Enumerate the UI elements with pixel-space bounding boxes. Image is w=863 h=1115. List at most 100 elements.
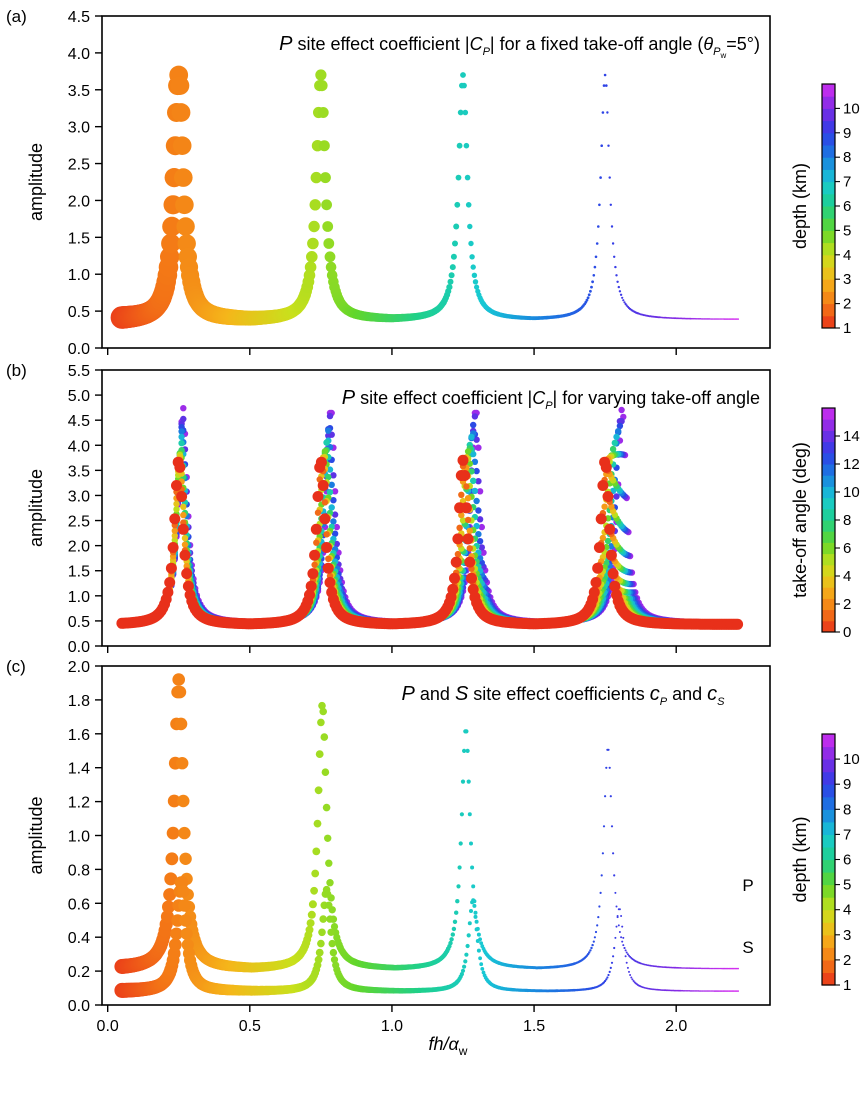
- data-point: [308, 220, 320, 233]
- data-point: [333, 523, 340, 531]
- data-point: [586, 296, 590, 300]
- data-point: [732, 318, 735, 320]
- data-point: [456, 142, 463, 149]
- colorbar-tick-label: 4: [843, 247, 851, 264]
- data-point: [323, 531, 330, 538]
- data-point: [616, 280, 619, 283]
- y-tick-label: 5.5: [68, 363, 90, 380]
- data-point: [306, 250, 318, 263]
- data-point: [331, 530, 339, 537]
- data-point: [313, 539, 320, 546]
- colorbar-tick-label: 2: [843, 296, 851, 313]
- data-point: [695, 318, 697, 320]
- data-point: [178, 428, 185, 435]
- data-point: [449, 264, 456, 271]
- data-point: [457, 109, 464, 116]
- data-point: [589, 289, 592, 293]
- data-point: [729, 318, 731, 320]
- data-point: [699, 318, 702, 320]
- data-point: [464, 448, 472, 455]
- data-point: [618, 418, 625, 425]
- data-point: [326, 412, 334, 420]
- data-point: [473, 436, 480, 443]
- data-point: [331, 511, 339, 518]
- data-point: [475, 478, 482, 485]
- y-tick-label: 1.0: [68, 589, 90, 606]
- colorbar-segment: [822, 157, 835, 170]
- data-point: [718, 318, 720, 320]
- colorbar-segment: [822, 279, 835, 292]
- data-point: [310, 171, 322, 184]
- data-point: [736, 318, 738, 320]
- data-point: [478, 523, 485, 531]
- chart-title: P site effect coefficient |CP| for a fix…: [279, 33, 760, 60]
- data-point: [470, 264, 476, 270]
- title-part: C: [470, 34, 484, 54]
- colorbar-segment: [822, 108, 835, 122]
- data-point: [309, 199, 321, 211]
- data-point: [617, 285, 620, 289]
- colorbar-segment: [822, 291, 835, 305]
- data-point: [716, 318, 719, 320]
- y-tick-label: 4.5: [68, 9, 90, 26]
- y-tick-label: 1.0: [68, 267, 90, 284]
- data-point: [698, 318, 701, 320]
- data-point: [476, 516, 484, 523]
- data-point: [605, 84, 608, 87]
- data-point: [461, 82, 467, 89]
- data-point: [611, 242, 615, 245]
- data-point: [706, 318, 709, 320]
- data-point: [466, 527, 473, 534]
- data-point: [452, 240, 458, 247]
- data-point: [595, 242, 599, 245]
- data-point: [456, 524, 463, 531]
- data-point: [701, 318, 703, 320]
- data-point: [731, 318, 734, 320]
- colorbar-segment: [822, 193, 835, 207]
- data-point: [453, 223, 460, 230]
- data-point: [450, 253, 457, 260]
- data-point: [600, 144, 603, 147]
- y-tick-label: 4.0: [68, 438, 90, 455]
- plot-frame: [101, 15, 771, 349]
- data-point: [333, 540, 340, 548]
- data-point: [613, 493, 620, 500]
- data-point: [322, 221, 334, 232]
- colorbar-tick-label: 10: [843, 100, 860, 117]
- colorbar-segment: [822, 120, 835, 134]
- data-point: [475, 531, 482, 538]
- data-point: [478, 544, 485, 551]
- data-point: [311, 561, 318, 568]
- y-tick-label: 2.5: [68, 514, 90, 531]
- data-point: [471, 413, 479, 420]
- data-point: [463, 483, 470, 490]
- colorbar-segment: [822, 254, 835, 268]
- data-point: [172, 136, 192, 155]
- y-tick-label: 3.5: [68, 463, 90, 480]
- data-point: [610, 225, 614, 228]
- data-point: [460, 72, 466, 78]
- data-point: [473, 497, 480, 505]
- data-point: [176, 217, 195, 236]
- data-point: [319, 172, 331, 184]
- y-tick-label: 2.5: [68, 157, 90, 174]
- data-point: [448, 272, 455, 279]
- data-point: [724, 318, 727, 320]
- data-point: [177, 234, 196, 253]
- data-point: [587, 293, 591, 297]
- data-point: [446, 284, 453, 291]
- data-point: [462, 109, 469, 116]
- data-point: [454, 201, 461, 208]
- data-point: [474, 284, 480, 290]
- y-axis-label: amplitude: [26, 469, 46, 547]
- data-point: [330, 518, 337, 525]
- colorbar-tick-label: 6: [843, 198, 851, 215]
- data-point: [472, 279, 479, 285]
- colorbar-segment: [822, 96, 835, 109]
- data-point: [616, 422, 624, 430]
- data-point: [180, 405, 187, 412]
- data-point: [465, 202, 472, 208]
- data-point: [601, 503, 608, 510]
- colorbar-segment: [822, 132, 835, 146]
- data-point: [321, 499, 329, 506]
